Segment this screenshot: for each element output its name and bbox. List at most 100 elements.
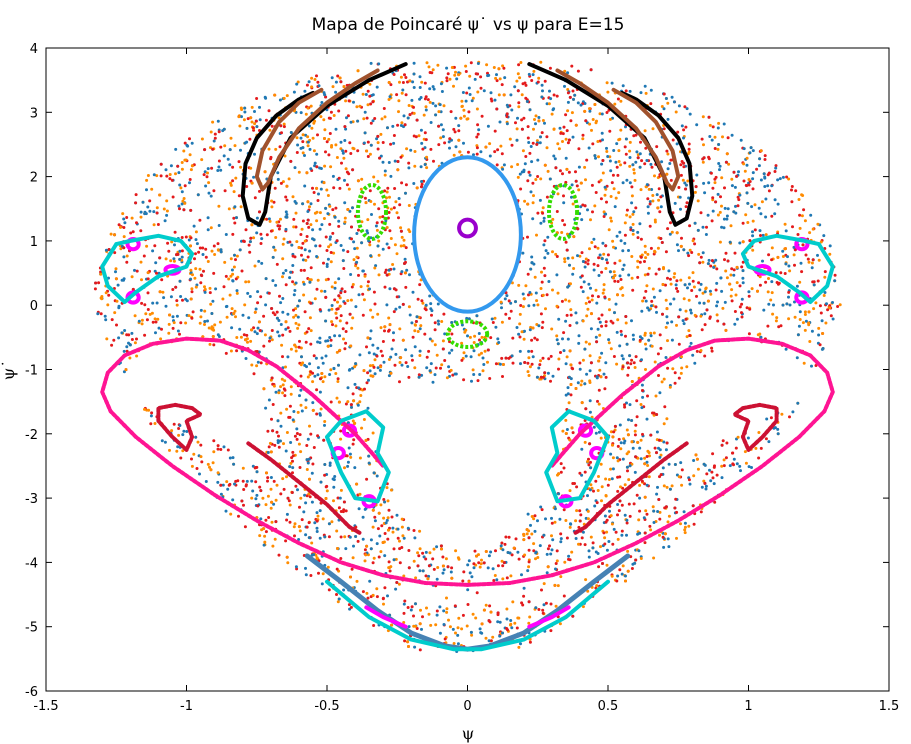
chaotic-point bbox=[349, 575, 352, 579]
chaotic-point bbox=[486, 566, 490, 570]
chaotic-point bbox=[104, 291, 108, 295]
chaotic-point bbox=[298, 394, 301, 398]
chaotic-point bbox=[773, 170, 777, 173]
chaotic-point bbox=[822, 234, 826, 238]
chaotic-point bbox=[266, 476, 270, 480]
chaotic-point bbox=[761, 233, 765, 237]
chaotic-point bbox=[197, 250, 201, 254]
chaotic-point bbox=[829, 314, 833, 318]
chaotic-point bbox=[574, 519, 578, 523]
chaotic-point bbox=[617, 191, 621, 195]
chaotic-point bbox=[506, 628, 509, 632]
chaotic-point bbox=[654, 272, 658, 276]
chaotic-point bbox=[436, 302, 440, 306]
chaotic-point bbox=[588, 410, 592, 414]
chaotic-point bbox=[494, 76, 498, 80]
chaotic-point bbox=[577, 165, 581, 169]
chaotic-point bbox=[339, 147, 343, 151]
chaotic-point bbox=[550, 516, 553, 520]
chaotic-point bbox=[428, 87, 432, 91]
chaotic-point bbox=[301, 219, 305, 223]
chaotic-point bbox=[713, 135, 717, 139]
chaotic-point bbox=[767, 189, 771, 193]
chaotic-point bbox=[496, 337, 500, 341]
chaotic-point bbox=[309, 278, 313, 282]
chaotic-point bbox=[296, 315, 300, 319]
chaotic-point bbox=[281, 271, 285, 275]
chaotic-point bbox=[664, 97, 668, 100]
chaotic-point bbox=[331, 477, 335, 481]
chaotic-point bbox=[110, 318, 114, 322]
chaotic-point bbox=[664, 325, 668, 329]
chaotic-point bbox=[623, 161, 627, 165]
chaotic-point bbox=[776, 427, 780, 431]
chaotic-point bbox=[526, 272, 530, 276]
chaotic-point bbox=[232, 190, 236, 194]
chaotic-point bbox=[674, 283, 678, 287]
chaotic-point bbox=[730, 288, 734, 292]
chaotic-point bbox=[726, 259, 730, 263]
chaotic-point bbox=[323, 420, 327, 423]
chaotic-point bbox=[441, 571, 445, 575]
chaotic-point bbox=[122, 217, 126, 221]
chaotic-point bbox=[330, 520, 334, 524]
chaotic-point bbox=[259, 295, 263, 299]
chaotic-point bbox=[546, 565, 550, 569]
chaotic-point bbox=[376, 147, 380, 151]
chaotic-point bbox=[299, 363, 303, 367]
chaotic-point bbox=[574, 170, 577, 174]
chaotic-point bbox=[732, 268, 736, 272]
chaotic-point bbox=[387, 329, 390, 333]
chaotic-point bbox=[644, 289, 648, 293]
chaotic-point bbox=[598, 112, 602, 116]
chaotic-point bbox=[117, 304, 121, 308]
chaotic-point bbox=[317, 192, 320, 196]
chaotic-point bbox=[530, 349, 534, 353]
chaotic-point bbox=[374, 224, 378, 228]
chaotic-point bbox=[652, 509, 656, 513]
chaotic-point bbox=[348, 452, 352, 456]
chaotic-point bbox=[624, 89, 628, 93]
chaotic-point bbox=[717, 143, 721, 146]
chaotic-point bbox=[539, 359, 542, 363]
chaotic-point bbox=[566, 337, 570, 341]
chaotic-point bbox=[184, 321, 188, 325]
chaotic-point bbox=[538, 198, 542, 202]
chaotic-point bbox=[301, 140, 305, 144]
chaotic-point bbox=[150, 187, 154, 191]
chaotic-point bbox=[650, 188, 654, 191]
chaotic-point bbox=[264, 530, 268, 534]
chaotic-point bbox=[464, 328, 468, 332]
chaotic-point bbox=[555, 549, 559, 553]
chaotic-point bbox=[344, 509, 348, 513]
chaotic-point bbox=[376, 134, 380, 138]
chaotic-point bbox=[620, 572, 624, 576]
chaotic-point bbox=[649, 331, 653, 335]
chaotic-point bbox=[701, 115, 705, 119]
chaotic-point bbox=[669, 158, 673, 162]
chaotic-point bbox=[711, 209, 715, 213]
chaotic-point bbox=[178, 207, 181, 211]
chaotic-point bbox=[644, 299, 648, 303]
chaotic-point bbox=[173, 243, 176, 247]
chaotic-point bbox=[212, 439, 216, 443]
chaotic-point bbox=[643, 273, 647, 277]
chaotic-point bbox=[297, 323, 301, 327]
chaotic-point bbox=[366, 406, 370, 410]
chaotic-point bbox=[284, 227, 288, 231]
chaotic-point bbox=[461, 579, 465, 583]
chaotic-point bbox=[703, 191, 707, 195]
chaotic-point bbox=[518, 335, 522, 339]
chaotic-point bbox=[712, 265, 716, 269]
chaotic-point bbox=[140, 278, 143, 282]
chaotic-point bbox=[521, 82, 525, 86]
chaotic-point bbox=[233, 144, 237, 148]
chaotic-point bbox=[386, 499, 390, 503]
chaotic-point bbox=[810, 329, 814, 333]
chaotic-point bbox=[224, 509, 228, 513]
chaotic-point bbox=[420, 299, 424, 303]
chaotic-point bbox=[154, 261, 158, 265]
chaotic-point bbox=[115, 299, 119, 303]
chaotic-point bbox=[351, 556, 355, 560]
